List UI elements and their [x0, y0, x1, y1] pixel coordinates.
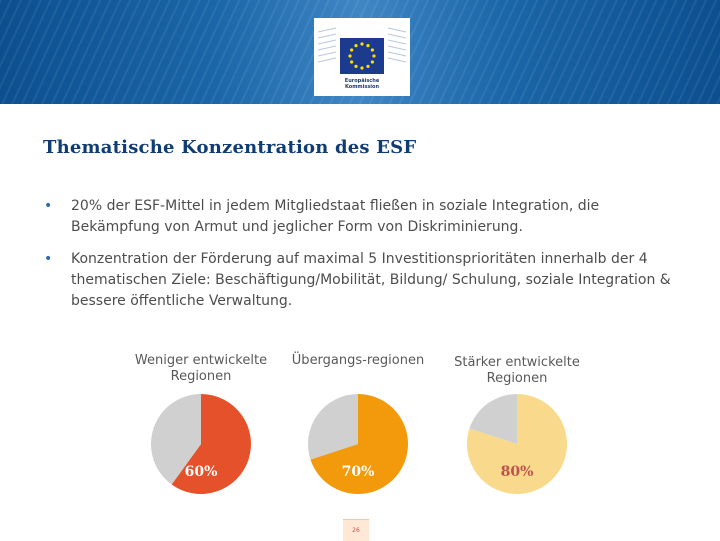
pie-svg: [308, 394, 408, 494]
pie-slice-esf-share: [171, 394, 251, 494]
logo-label: Europäische Kommission: [332, 78, 392, 90]
pie-data-label: 80%: [500, 464, 534, 480]
pie-slice-rest: [469, 394, 517, 444]
pie-title: Stärker entwickelte Regionen: [454, 355, 580, 386]
pie-chart-more-developed: Stärker entwickelte Regionen 80%: [437, 355, 597, 505]
pie-svg: [151, 394, 251, 494]
bullet-text: 20% der ESF-Mittel in jedem Mitgliedstaa…: [71, 198, 600, 235]
bullet-item: • 20% der ESF-Mittel in jedem Mitgliedst…: [44, 196, 674, 238]
bullet-list: • 20% der ESF-Mittel in jedem Mitgliedst…: [44, 196, 674, 323]
header-banner: Europäische Kommission: [0, 0, 720, 104]
slide-title: Thematische Konzentration des ESF: [43, 137, 417, 158]
pie-slice-rest: [308, 394, 358, 460]
pie-slice-rest: [151, 394, 201, 485]
pie-title: Übergangs-regionen: [291, 353, 425, 368]
pie-data-label: 70%: [341, 464, 375, 480]
bullet-item: • Konzentration der Förderung auf maxima…: [44, 249, 674, 312]
bullet-dot-icon: •: [44, 251, 53, 267]
logo-text-line-1: Europäische: [344, 78, 380, 84]
pie-slice-esf-share: [310, 394, 408, 494]
pie-title: Weniger entwickelte Regionen: [134, 353, 268, 384]
ec-logo: Europäische Kommission: [314, 18, 410, 96]
logo-text-line-2: Kommission: [344, 84, 380, 90]
pie-data-label: 60%: [184, 464, 218, 480]
pie-svg: [467, 394, 567, 494]
pie-chart-transition: Übergangs-regionen 70%: [278, 353, 438, 503]
bullet-text: Konzentration der Förderung auf maximal …: [71, 251, 671, 309]
page-number: 26: [343, 519, 369, 541]
berlaymont-building-icon: [314, 18, 410, 96]
bullet-dot-icon: •: [44, 198, 53, 214]
pie-chart-less-developed: Weniger entwickelte Regionen 60%: [121, 353, 281, 503]
